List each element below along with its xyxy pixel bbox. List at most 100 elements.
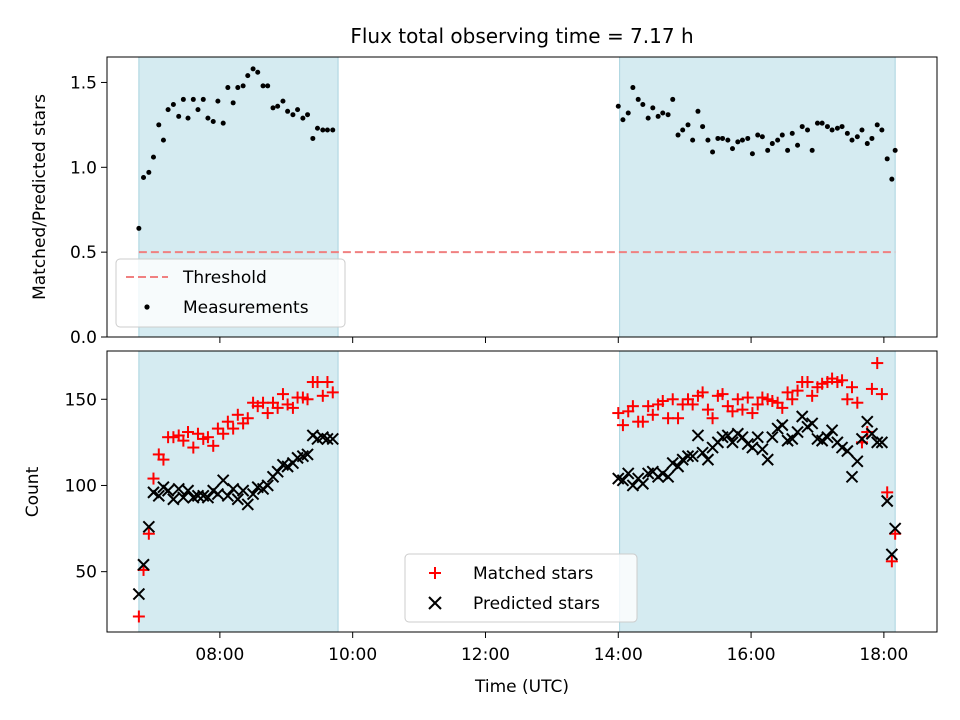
measurement-point [665, 112, 671, 118]
matched-point [736, 403, 749, 416]
y-tick-label: 0.5 [70, 243, 97, 263]
measurement-point [146, 169, 152, 175]
measurement-point [879, 127, 885, 133]
ratio-panel: 0.0 0.5 1.0 1.5 Matched/Predicted stars Thr… [30, 56, 938, 348]
measurement-point [205, 115, 211, 121]
predicted-point [226, 482, 240, 496]
predicted-point [875, 436, 889, 449]
measurement-point [310, 135, 316, 141]
measurement-point [839, 124, 845, 130]
ratio-legend: Threshold Measurements [115, 258, 346, 328]
x-tick-label: 18:00 [859, 645, 908, 665]
measurement-point [620, 117, 626, 123]
measurement-point [700, 124, 706, 130]
measurement-point [630, 85, 636, 91]
measurement-point [300, 115, 306, 121]
matched-point [686, 398, 699, 411]
series-predicted-stars [132, 410, 902, 601]
predicted-point [796, 410, 809, 423]
measurement-point [270, 105, 276, 111]
measurement-point [889, 176, 895, 182]
predicted-point [241, 498, 254, 511]
matched-point [191, 427, 204, 440]
matched-point [701, 403, 714, 416]
x-tick-label: 08:00 [195, 645, 244, 665]
measurement-point [765, 147, 771, 153]
matched-point [201, 431, 214, 444]
predicted-point [132, 587, 146, 601]
predicted-legend-label: Predicted stars [473, 594, 600, 614]
measurement-point [670, 96, 676, 102]
predicted-point [271, 465, 284, 478]
matched-point [182, 426, 195, 439]
y-tick-label: 1.5 [70, 73, 97, 93]
matched-point [816, 377, 829, 390]
matched-point [261, 407, 274, 420]
predicted-point [236, 484, 250, 497]
predicted-point [221, 489, 235, 503]
predicted-point [671, 460, 685, 473]
matched-point [746, 407, 759, 420]
measurement-point [314, 125, 320, 131]
predicted-point [825, 424, 839, 437]
predicted-point [172, 482, 185, 496]
observing-window-2 [619, 56, 896, 338]
measurement-point [814, 120, 820, 126]
measurement-point [280, 98, 286, 104]
measurement-point [165, 107, 171, 113]
predicted-point [636, 477, 650, 490]
measurement-point [739, 137, 745, 143]
threshold-legend-label: Threshold [182, 268, 267, 288]
measurement-point [892, 147, 898, 153]
measurement-point [864, 141, 870, 147]
predicted-point [701, 453, 715, 466]
measurement-point [170, 102, 176, 108]
matched-point [781, 386, 794, 399]
measurement-point [834, 125, 840, 131]
measurement-point [755, 132, 761, 138]
predicted-point [216, 474, 230, 487]
measurement-point [260, 83, 266, 89]
measurement-point [265, 83, 271, 89]
measurement-point [645, 115, 651, 121]
measurement-point [240, 83, 246, 89]
matched-point [316, 389, 329, 402]
measurement-point [180, 96, 186, 102]
measurement-point [789, 130, 795, 136]
matched-point [616, 419, 629, 432]
predicted-point [261, 479, 274, 492]
predicted-point [231, 493, 245, 506]
predicted-point [845, 470, 859, 484]
measurement-point [749, 151, 755, 157]
matched-point [626, 400, 639, 413]
count-legend: Matched stars Predicted stars [404, 553, 638, 623]
predicted-point [167, 493, 180, 506]
predicted-point [885, 548, 899, 561]
predicted-point [676, 453, 689, 466]
matched-point [841, 393, 854, 406]
x-tick-label: 14:00 [594, 645, 643, 665]
predicted-point [177, 491, 190, 504]
y-tick-label: 0.0 [70, 328, 97, 348]
predicted-point [246, 487, 260, 501]
matched-point [276, 388, 289, 401]
measurement-point [200, 96, 206, 102]
predicted-legend-swatch [428, 596, 442, 610]
matched-point [642, 400, 655, 413]
measurement-point [675, 132, 681, 138]
x-tick-label: 12:00 [461, 645, 510, 665]
measurement-point [330, 127, 336, 133]
matched-point [241, 412, 254, 425]
predicted-point [686, 449, 699, 463]
predicted-point [142, 520, 156, 534]
matched-point [321, 376, 334, 389]
measurement-point [225, 85, 231, 91]
measurement-point [635, 96, 641, 102]
matched-point [881, 486, 894, 499]
measurement-point [320, 127, 326, 133]
matched-point [786, 393, 799, 406]
matched-point [726, 405, 739, 418]
predicted-point [776, 418, 789, 432]
matched-point [871, 357, 884, 370]
matched-point [286, 401, 299, 414]
